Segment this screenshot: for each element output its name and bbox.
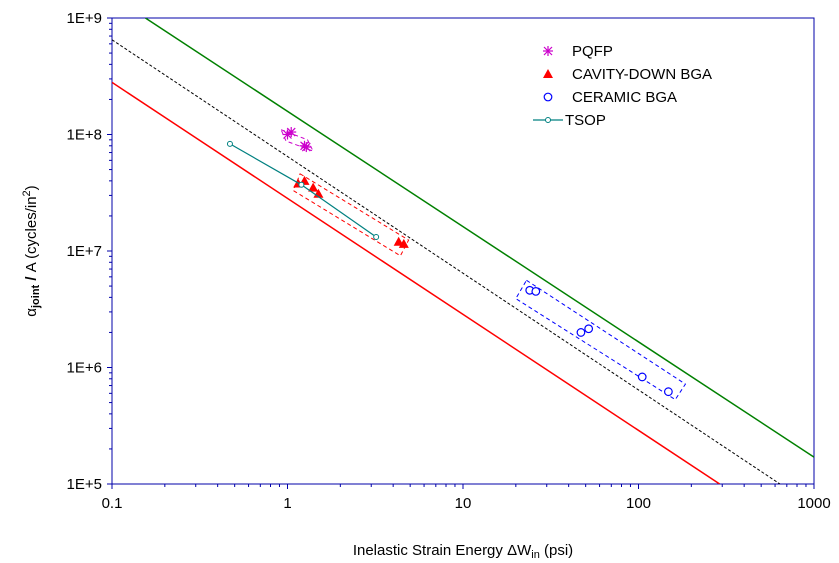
reference-line-1: [144, 18, 814, 458]
legend-label-pqfp: PQFP: [572, 43, 613, 60]
legend-label-cavity-down-bga: CAVITY-DOWN BGA: [572, 66, 712, 83]
annotation-boxes: [280, 128, 687, 401]
data-point-ceramic-bga-5: [637, 372, 647, 382]
legend-label-ceramic-bga: CERAMIC BGA: [572, 89, 677, 106]
y-tick-label: 1E+8: [67, 127, 102, 144]
data-point-ceramic-bga-4: [584, 324, 594, 334]
data-point-tsop-2: [298, 181, 305, 188]
x-tick-label: 1: [283, 495, 291, 512]
legend: PQFP CAVITY-DOWN BGA CERAMIC BGA TSOP: [533, 43, 712, 129]
legend-label-tsop: TSOP: [565, 112, 606, 129]
x-tick-label: 100: [626, 495, 651, 512]
legend-marker-pqfp: [543, 46, 553, 56]
data-point-ceramic-bga-3: [576, 328, 586, 337]
data-point-pqfp-2: [286, 127, 297, 138]
legend-marker-cavity-down-bga: [543, 69, 553, 78]
reference-line-2: [112, 39, 781, 484]
y-axis-title: αjoint / A (cycles/in2): [21, 185, 42, 316]
x-tick-label: 10: [455, 495, 472, 512]
y-tick-label: 1E+5: [67, 476, 102, 493]
group-box-2: [292, 173, 410, 257]
y-tick-label: 1E+6: [67, 360, 102, 377]
y-tick-label: 1E+9: [67, 10, 102, 27]
data-point-cavity-down-bga-5: [393, 236, 404, 246]
data-point-ceramic-bga-6: [663, 387, 673, 397]
plot-area: [111, 17, 815, 485]
data-point-tsop-1: [226, 140, 233, 147]
legend-marker-tsop: [545, 117, 551, 123]
data-point-cavity-down-bga-3: [308, 182, 319, 192]
x-tick-label: 1000: [797, 495, 830, 512]
reference-lines: [112, 18, 814, 484]
axis-ticks: [107, 17, 815, 489]
data-point-cavity-down-bga-6: [398, 238, 409, 248]
x-axis-title: Inelastic Strain Energy ΔWin (psi): [353, 542, 573, 561]
series-line-tsop: [229, 143, 377, 238]
group-box-3: [515, 279, 687, 401]
data-point-tsop-3: [373, 233, 380, 240]
data-series: [226, 127, 673, 397]
y-tick-label: 1E+7: [67, 243, 102, 260]
data-point-pqfp-4: [301, 142, 312, 153]
x-tick-label: 0.1: [102, 495, 123, 512]
reference-line-3: [112, 81, 721, 484]
data-point-ceramic-bga-2: [531, 287, 541, 296]
tick-labels: 0.1 1 10 100 1000 1E+5 1E+6 1E+7 1E+8 1E+9: [67, 10, 831, 512]
legend-marker-ceramic-bga: [543, 92, 553, 102]
